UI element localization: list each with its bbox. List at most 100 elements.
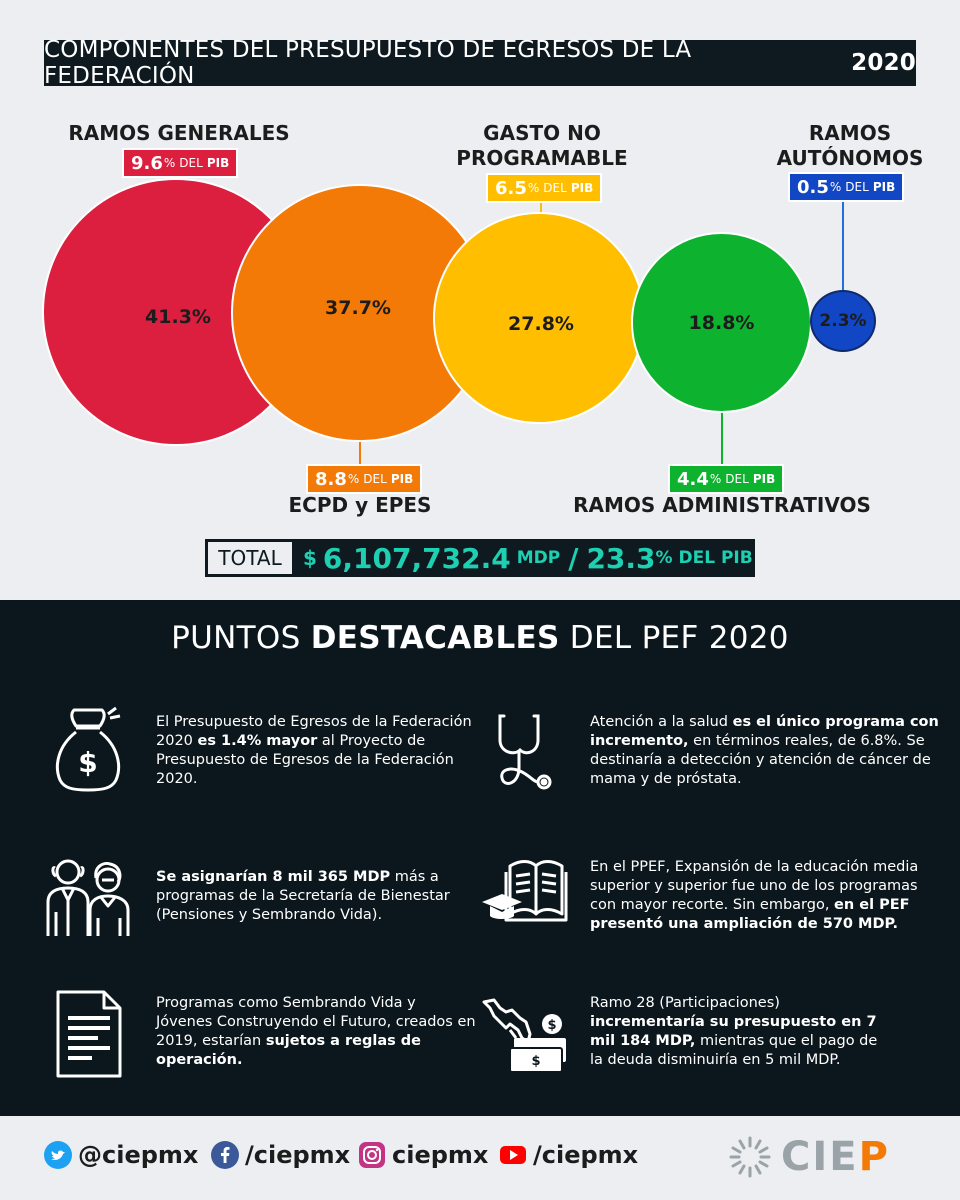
pib-tag-gasto-no-programable: 6.5% DEL PIB [486, 173, 603, 203]
ramos-administrativos-label: RAMOS ADMINISTRATIVOS [573, 493, 871, 517]
ciep-logo: CIE P [727, 1134, 919, 1180]
gasto-no-programable-bubble: 27.8% [433, 212, 645, 424]
share-value: 2.3% [819, 311, 867, 331]
ramos-autonomos-bubble: 2.3% [810, 290, 876, 352]
elderly-people-icon [46, 859, 130, 936]
point-bold: es 1.4% mayor [197, 733, 318, 749]
facebook-link[interactable]: /ciepmx [211, 1141, 350, 1169]
twitter-handle: @ciepmx [78, 1141, 199, 1169]
youtube-handle: /ciepmx [533, 1141, 639, 1169]
highlights-section [0, 600, 960, 1116]
point-bold: sujetos a reglas de operación. [156, 1033, 422, 1068]
title-text: COMPONENTES DEL PRESUPUESTO DE EGRESOS D… [44, 37, 692, 89]
pib-text: PIB [752, 472, 776, 486]
del-text: DEL [363, 472, 387, 486]
facebook-icon [211, 1141, 239, 1169]
ecpd-epes-label: ECPD y EPES [288, 493, 432, 517]
del-text: DEL [725, 472, 749, 486]
percent-sign: % [347, 472, 360, 486]
instagram-handle: ciepmx [392, 1141, 489, 1169]
point-text: mientras que el pago de la deuda disminu… [590, 1033, 878, 1068]
point-text: Ramo 28 (Participaciones) [590, 995, 780, 1011]
svg-text:$: $ [78, 746, 97, 779]
share-value: 27.8% [508, 313, 574, 335]
point-text: al Proyecto de Presupuesto de Egresos de… [156, 733, 454, 787]
highlight-budget-increase: El Presupuesto de Egresos de la Federaci… [156, 713, 476, 789]
logo-text: CIE [781, 1134, 859, 1180]
pib-tag-ramos-generales: 9.6% DEL PIB [122, 148, 239, 178]
money-bag-icon: $ [55, 706, 121, 792]
twitter-icon [44, 1141, 72, 1169]
ciep-logo-mark [729, 1136, 771, 1178]
youtube-link[interactable]: /ciepmx [499, 1141, 638, 1169]
label-line: AUTÓNOMOS [776, 146, 924, 170]
point-text: en términos reales, de 6.8%. Se destinar… [590, 733, 931, 787]
total-value: $ 6,107,732.4 MDP / 23.3 % DEL PIB [295, 539, 755, 577]
pib-tag-ecpd-epes: 8.8% DEL PIB [306, 464, 423, 494]
twitter-link[interactable]: @ciepmx [44, 1141, 198, 1169]
pib-text: PIB [570, 181, 594, 195]
percent-sign: % [829, 180, 842, 194]
total-separator: / [568, 541, 579, 575]
highlight-ramo-28: Ramo 28 (Participaciones) incrementaría … [590, 994, 890, 1070]
total-pib-pct: 23.3 [586, 541, 656, 575]
pib-text: PIB [390, 472, 414, 486]
total-amount: 6,107,732.4 [322, 541, 511, 575]
point-text: Atención a la salud [590, 714, 733, 730]
pib-value: 4.4 [677, 468, 709, 490]
facebook-handle: /ciepmx [245, 1141, 351, 1169]
youtube-icon [499, 1141, 527, 1169]
point-bold: incrementaría su presupuesto en 7 mil 18… [590, 1014, 877, 1049]
pib-tag-ramos-administrativos: 4.4% DEL PIB [668, 464, 785, 494]
title-suffix: DEL PEF 2020 [569, 620, 789, 656]
instagram-link[interactable]: ciepmx [358, 1141, 488, 1169]
ramos-administrativos-bubble: 18.8% [631, 232, 812, 413]
highlights-title: PUNTOS DESTACABLES DEL PEF 2020 [0, 620, 960, 656]
document-icon [56, 990, 122, 1078]
label-line: PROGRAMABLE [456, 146, 628, 170]
pib-value: 8.8 [315, 468, 347, 490]
point-text: El Presupuesto de Egresos de la Federaci… [156, 714, 472, 749]
percent-sign: % [163, 156, 176, 170]
ramos-generales-label: RAMOS GENERALES [68, 121, 290, 145]
label-line: RAMOS [808, 121, 892, 145]
percent-sign: % [709, 472, 722, 486]
connector-line [359, 440, 361, 466]
highlight-education: En el PPEF, Expansión de la educación me… [590, 858, 940, 934]
point-text: Programas como Sembrando Vida y Jóvenes … [156, 995, 476, 1049]
pib-value: 9.6 [131, 152, 163, 174]
highlight-operation-rules: Programas como Sembrando Vida y Jóvenes … [156, 994, 476, 1070]
ciep-logo-text: CIE P [781, 1134, 890, 1180]
del-text: DEL [845, 180, 869, 194]
share-value: 41.3% [145, 306, 211, 328]
pib-text: PIB [872, 180, 896, 194]
total-label: TOTAL [205, 539, 295, 577]
point-bold: en el PEF presentó una ampliación de 570… [590, 897, 910, 932]
total-pib-suffix: % DEL PIB [655, 548, 753, 568]
connector-line [540, 202, 542, 216]
logo-text-accent: P [858, 1134, 890, 1180]
label-line: GASTO NO [483, 121, 601, 145]
del-text: DEL [179, 156, 203, 170]
connector-line [721, 411, 723, 466]
pib-text: PIB [206, 156, 230, 170]
title-year: 2020 [851, 50, 916, 76]
point-bold: es el único programa con incremento, [590, 714, 939, 749]
point-text: más a programas de la Secretaría de Bien… [156, 869, 450, 923]
percent-sign: % [527, 181, 540, 195]
title-prefix: PUNTOS [171, 620, 301, 656]
share-value: 18.8% [688, 311, 755, 334]
del-text: DEL [543, 181, 567, 195]
point-text: En el PPEF, Expansión de la educación me… [590, 859, 919, 913]
gasto-no-programable-label: GASTO NO PROGRAMABLE [432, 121, 652, 171]
svg-text:$: $ [531, 1054, 540, 1069]
education-book-icon [482, 860, 568, 922]
footer [0, 1116, 960, 1200]
pib-value: 0.5 [797, 176, 829, 198]
point-bold: Se asignarían 8 mil 365 MDP [156, 869, 391, 885]
stethoscope-icon [498, 714, 552, 790]
page-title: COMPONENTES DEL PRESUPUESTO DE EGRESOS D… [44, 37, 916, 89]
svg-text:$: $ [547, 1018, 556, 1033]
instagram-icon [358, 1141, 386, 1169]
highlight-health: Atención a la salud es el único programa… [590, 713, 940, 789]
